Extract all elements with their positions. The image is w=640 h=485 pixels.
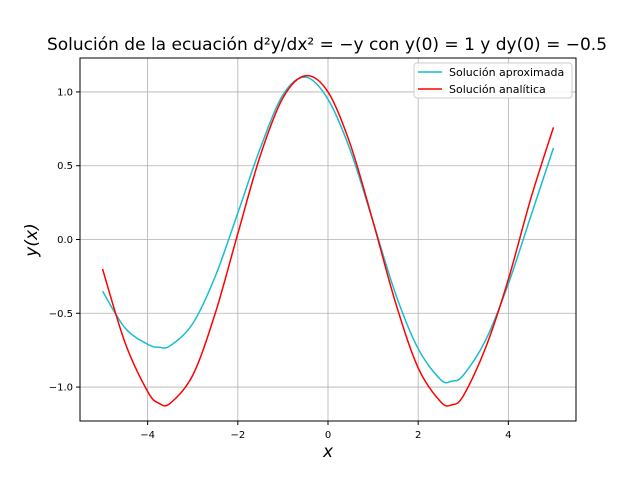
series-layer [101, 74, 555, 407]
y-tick-label: 0.5 [57, 161, 73, 172]
legend-label-aproximada: Solución aproximada [449, 66, 564, 79]
x-axis-label: x [322, 442, 334, 462]
y-axis-label: y(x) [22, 223, 42, 257]
axis-ticks: −4 −2 0 2 4 −1.0 −0.5 0.0 0.5 1.0 [49, 87, 512, 441]
grid [80, 58, 576, 421]
y-tick-label: −1.0 [49, 383, 73, 394]
y-tick-label: −0.5 [49, 309, 73, 320]
x-tick-label: 4 [505, 430, 511, 441]
y-tick-label: 0.0 [57, 235, 73, 246]
x-tick-label: 0 [325, 430, 331, 441]
x-tick-label: −4 [140, 430, 155, 441]
legend-box [413, 62, 573, 99]
chart-title: Solución de la ecuación d²y/dx² = −y con… [47, 35, 607, 55]
series-line-analitica [101, 74, 555, 407]
legend: Solución aproximada Solución analítica [413, 62, 573, 99]
legend-label-analitica: Solución analítica [449, 83, 546, 96]
x-tick-label: 2 [415, 430, 421, 441]
x-tick-label: −2 [230, 430, 245, 441]
series-line-aproximada [101, 76, 555, 384]
y-tick-label: 1.0 [57, 87, 73, 98]
